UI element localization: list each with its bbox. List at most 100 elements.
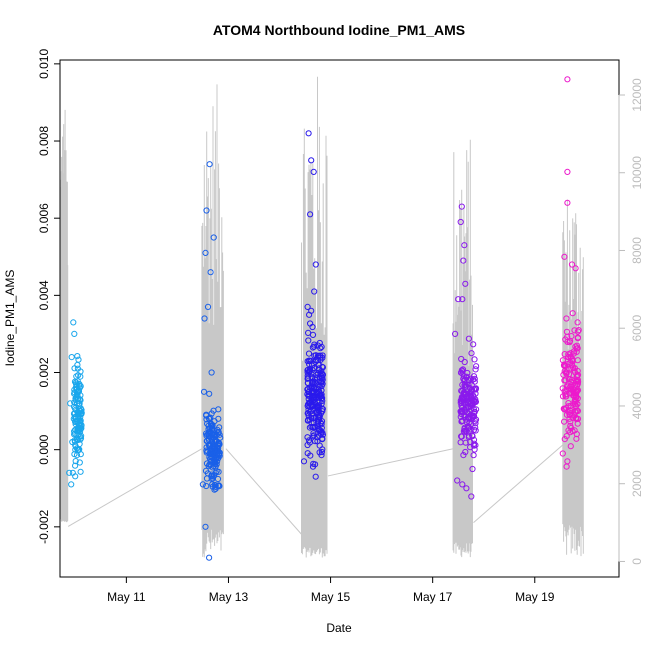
data-point (76, 459, 83, 466)
data-point (470, 452, 477, 459)
data-point (471, 378, 478, 385)
data-point (317, 427, 324, 434)
data-point (72, 415, 80, 422)
data-point (304, 303, 311, 310)
data-point (573, 435, 580, 442)
data-point (72, 418, 79, 426)
data-point (305, 337, 312, 344)
data-point (466, 408, 473, 415)
data-point (463, 401, 470, 408)
data-point (319, 405, 326, 413)
data-point (562, 363, 569, 370)
data-point (69, 438, 76, 446)
data-point (311, 288, 318, 295)
data-point (317, 419, 324, 426)
data-point (208, 445, 215, 452)
data-point (564, 458, 571, 465)
data-point (459, 366, 467, 373)
data-point (462, 381, 469, 388)
data-point (470, 392, 477, 399)
data-point (458, 355, 465, 363)
data-point (461, 426, 468, 433)
data-point (304, 386, 311, 393)
data-point (68, 481, 75, 488)
right-tick-label: 12000 (630, 78, 644, 112)
data-point (574, 334, 582, 341)
data-point (74, 365, 82, 372)
data-point (466, 377, 473, 384)
data-point (312, 473, 319, 480)
data-point (460, 452, 467, 459)
data-point (467, 438, 474, 445)
data-point (463, 485, 470, 492)
data-point (565, 427, 572, 434)
data-point (318, 452, 325, 459)
data-point (567, 353, 575, 360)
data-point (458, 418, 465, 425)
data-point (210, 234, 217, 241)
data-point (70, 319, 77, 326)
data-point (309, 394, 317, 401)
data-point (307, 357, 314, 364)
data-point (469, 433, 476, 440)
data-point (310, 430, 317, 437)
data-point (459, 396, 466, 403)
data-point (562, 336, 569, 343)
data-point (314, 438, 321, 445)
data-point (70, 415, 77, 422)
data-point (318, 343, 325, 350)
data-point (567, 429, 574, 436)
data-point (308, 398, 315, 405)
data-point (563, 404, 570, 412)
data-point (212, 450, 219, 457)
data-point (71, 431, 78, 438)
data-point (308, 307, 315, 314)
data-point (315, 416, 323, 423)
data-point (568, 365, 575, 372)
data-point (461, 242, 468, 249)
data-point (466, 419, 473, 426)
data-point (460, 257, 467, 264)
left-tick-label: 0.002 (37, 357, 51, 387)
data-point (564, 168, 571, 175)
data-point (307, 211, 314, 218)
data-point (572, 381, 579, 388)
right-tick-label: 10000 (630, 156, 644, 190)
data-point (461, 358, 468, 366)
data-point (305, 350, 313, 357)
data-point (202, 523, 209, 530)
data-point (310, 168, 317, 175)
data-point (210, 463, 217, 470)
data-point (465, 432, 472, 439)
data-point (304, 417, 311, 424)
data-point (567, 418, 574, 425)
data-point (319, 397, 326, 404)
data-point (572, 398, 580, 405)
data-point (563, 393, 570, 400)
data-point (300, 458, 308, 465)
data-point (468, 493, 475, 500)
data-point (568, 261, 576, 268)
data-point (215, 440, 222, 447)
data-point (571, 327, 578, 334)
data-point (313, 357, 320, 364)
data-point (69, 469, 76, 476)
data-point (311, 341, 318, 348)
x-tick-label: May 13 (209, 590, 249, 604)
data-point (308, 401, 316, 409)
data-point (462, 439, 469, 446)
data-point (319, 371, 326, 378)
data-point (454, 477, 461, 484)
x-tick-label: May 17 (413, 590, 453, 604)
data-point (306, 367, 313, 374)
data-point (574, 319, 581, 326)
data-point (305, 130, 312, 137)
data-point (318, 378, 325, 385)
data-point (559, 450, 566, 457)
data-point (572, 394, 580, 401)
left-tick-label: 0.004 (37, 280, 51, 310)
data-point (468, 386, 476, 393)
data-point (462, 448, 469, 456)
data-point (312, 261, 319, 268)
